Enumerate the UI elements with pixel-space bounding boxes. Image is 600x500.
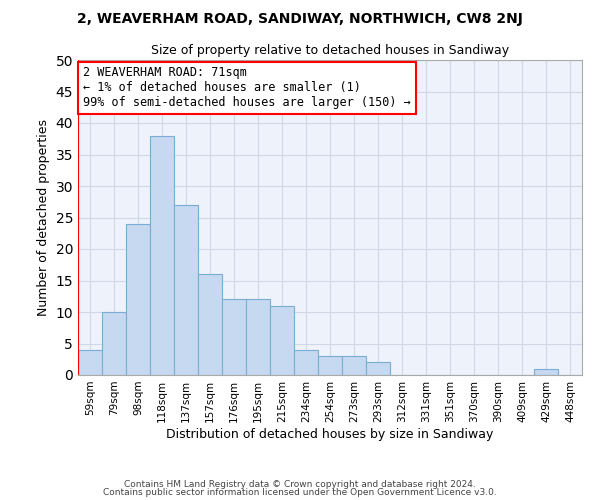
Bar bbox=[318, 356, 342, 375]
Bar bbox=[342, 356, 366, 375]
Text: 2 WEAVERHAM ROAD: 71sqm
← 1% of detached houses are smaller (1)
99% of semi-deta: 2 WEAVERHAM ROAD: 71sqm ← 1% of detached… bbox=[83, 66, 411, 110]
Bar bbox=[102, 312, 126, 375]
Bar bbox=[174, 205, 198, 375]
Bar bbox=[270, 306, 294, 375]
Bar bbox=[222, 300, 246, 375]
Bar bbox=[294, 350, 318, 375]
Bar bbox=[150, 136, 174, 375]
Text: Contains public sector information licensed under the Open Government Licence v3: Contains public sector information licen… bbox=[103, 488, 497, 497]
Bar bbox=[198, 274, 222, 375]
Bar bbox=[126, 224, 150, 375]
Bar bbox=[78, 350, 102, 375]
Title: Size of property relative to detached houses in Sandiway: Size of property relative to detached ho… bbox=[151, 44, 509, 58]
X-axis label: Distribution of detached houses by size in Sandiway: Distribution of detached houses by size … bbox=[166, 428, 494, 440]
Text: 2, WEAVERHAM ROAD, SANDIWAY, NORTHWICH, CW8 2NJ: 2, WEAVERHAM ROAD, SANDIWAY, NORTHWICH, … bbox=[77, 12, 523, 26]
Bar bbox=[246, 300, 270, 375]
Bar bbox=[366, 362, 390, 375]
Y-axis label: Number of detached properties: Number of detached properties bbox=[37, 119, 50, 316]
Text: Contains HM Land Registry data © Crown copyright and database right 2024.: Contains HM Land Registry data © Crown c… bbox=[124, 480, 476, 489]
Bar bbox=[534, 368, 558, 375]
